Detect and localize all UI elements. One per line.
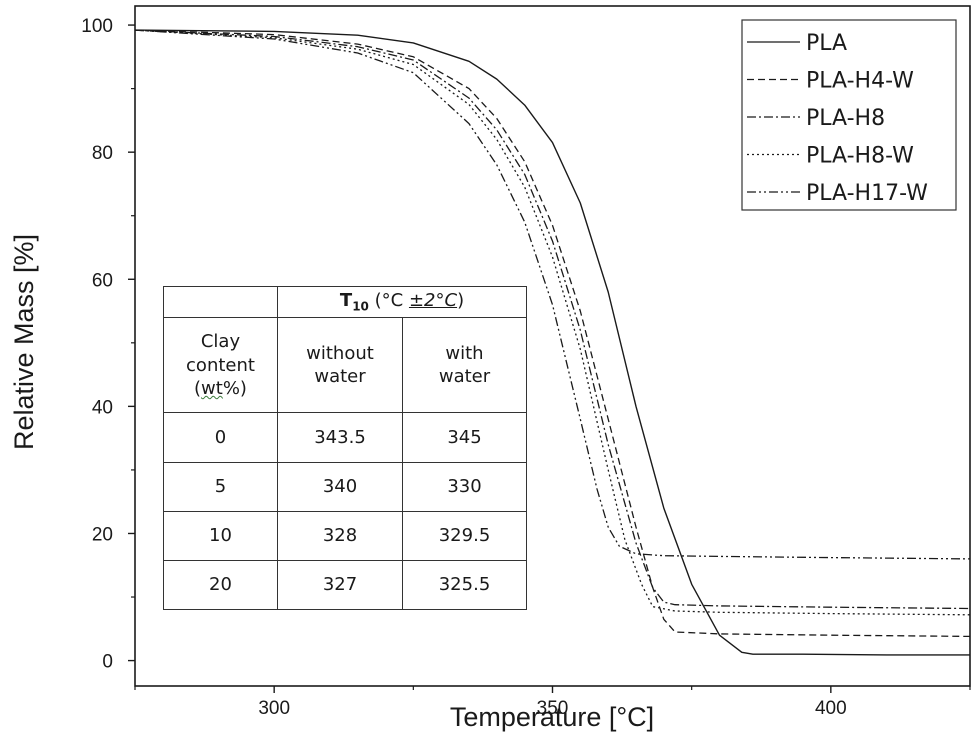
legend-box bbox=[741, 19, 957, 211]
legend-label-pla-h8: PLA-H8 bbox=[806, 106, 885, 131]
table-row: 20 327 325.5 bbox=[163, 559, 528, 611]
clay-header-wt: wt bbox=[201, 377, 223, 399]
y-tick-label: 20 bbox=[92, 524, 113, 545]
y-tick-label: 80 bbox=[92, 143, 113, 164]
with-water-line2: water bbox=[438, 366, 491, 388]
clay-cell: 5 bbox=[163, 461, 278, 512]
legend-label-pla: PLA bbox=[806, 31, 847, 56]
with-water-line1: with bbox=[445, 342, 484, 364]
clay-cell: 20 bbox=[163, 559, 278, 611]
t10-unit-suffix: ) bbox=[457, 289, 465, 311]
with-water-header: with water bbox=[401, 317, 528, 414]
clay-header-paren-close: %) bbox=[222, 377, 247, 399]
t10-subscript: 10 bbox=[352, 299, 369, 314]
legend-label-pla-h4-w: PLA-H4-W bbox=[806, 69, 914, 94]
without-water-line1: without bbox=[306, 342, 374, 364]
t10-unit-tolerance: ±2°C bbox=[408, 289, 458, 311]
clay-header-line3: (wt%) bbox=[164, 377, 277, 400]
t10-symbol: T bbox=[339, 289, 353, 311]
without-water-cell: 328 bbox=[277, 510, 403, 561]
series-line-pla bbox=[134, 29, 970, 656]
legend: PLA PLA-H4-W PLA-H8 PLA-H8-W PLA-H17-W bbox=[741, 19, 957, 211]
legend-label-pla-h8-w: PLA-H8-W bbox=[806, 144, 914, 169]
without-water-cell: 327 bbox=[277, 559, 403, 611]
table-corner-cell bbox=[163, 285, 278, 319]
series-line-pla-h8 bbox=[134, 29, 971, 610]
with-water-cell: 345 bbox=[401, 412, 528, 463]
x-tick-label: 350 bbox=[537, 698, 569, 719]
t10-unit-prefix: (°C bbox=[368, 289, 409, 311]
without-water-cell: 343.5 bbox=[277, 412, 403, 463]
table-row: 5 340 330 bbox=[163, 461, 528, 512]
table-row: 0 343.5 345 bbox=[163, 412, 528, 463]
table-row: 10 328 329.5 bbox=[163, 510, 528, 561]
without-water-header: without water bbox=[277, 317, 403, 414]
y-tick-label: 0 bbox=[102, 652, 113, 673]
t10-group-header: T10 (°C ±2°C) bbox=[276, 285, 528, 319]
series-line-pla-h8-w bbox=[134, 29, 971, 616]
y-axis-title: Relative Mass [%] bbox=[9, 234, 39, 450]
with-water-cell: 325.5 bbox=[401, 559, 528, 611]
clay-cell: 0 bbox=[163, 412, 278, 463]
without-water-cell: 340 bbox=[277, 461, 403, 512]
x-tick-label: 400 bbox=[815, 698, 847, 719]
with-water-cell: 329.5 bbox=[401, 510, 528, 561]
clay-content-header: Clay content (wt%) bbox=[163, 317, 278, 414]
clay-cell: 10 bbox=[163, 510, 278, 561]
series-line-pla-h4-w bbox=[134, 29, 971, 638]
x-tick-label: 300 bbox=[258, 698, 290, 719]
t10-inset-table: T10 (°C ±2°C) Clay content (wt%) without… bbox=[163, 285, 528, 611]
table-header-row-sub: Clay content (wt%) without water with wa… bbox=[163, 317, 528, 414]
y-tick-label: 40 bbox=[92, 397, 113, 418]
with-water-cell: 330 bbox=[401, 461, 528, 512]
table-header-row-top: T10 (°C ±2°C) bbox=[163, 285, 528, 319]
without-water-line2: water bbox=[314, 366, 366, 388]
y-tick-label: 100 bbox=[81, 16, 113, 37]
series-curves bbox=[134, 29, 971, 656]
clay-header-line1: Clay bbox=[200, 331, 241, 353]
y-tick-label: 60 bbox=[92, 270, 113, 291]
clay-header-line2: content bbox=[186, 354, 255, 376]
series-line-pla-h17-w bbox=[134, 29, 971, 560]
clay-header-paren-open: ( bbox=[194, 377, 202, 399]
legend-label-pla-h17-w: PLA-H17-W bbox=[806, 181, 928, 206]
x-axis-title: Temperature [°C] bbox=[450, 702, 654, 732]
